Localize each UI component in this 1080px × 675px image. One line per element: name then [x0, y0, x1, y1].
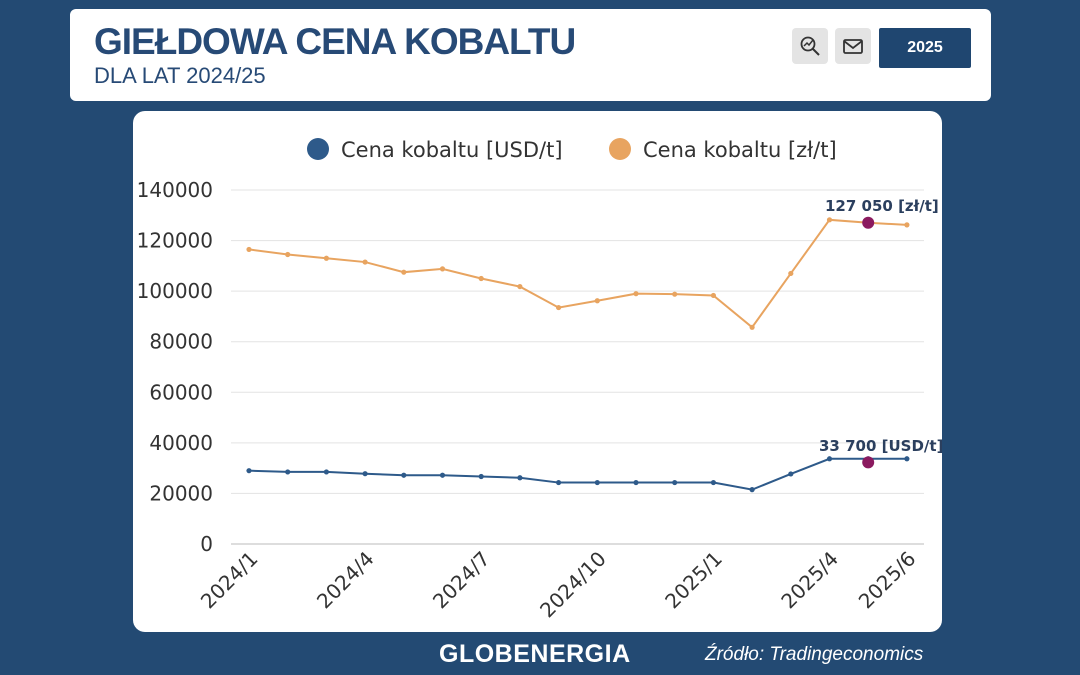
data-point — [672, 479, 678, 486]
legend-label: Cena kobaltu [zł/t] — [643, 138, 837, 162]
mail-icon — [843, 39, 863, 54]
y-tick-label: 20000 — [149, 481, 213, 505]
x-tick-label: 2025/4 — [776, 547, 843, 614]
x-tick-label: 2025/6 — [854, 547, 921, 614]
data-point — [556, 304, 562, 311]
highlight-point — [862, 216, 875, 229]
annotation-label: 127 050 [zł/t] — [825, 197, 939, 215]
page-subtitle: DLA LAT 2024/25 — [94, 63, 266, 88]
data-point — [323, 255, 329, 261]
y-tick-label: 140000 — [137, 178, 213, 202]
header-panel: GIEŁDOWA CENA KOBALTU DLA LAT 2024/25 20… — [70, 9, 991, 101]
data-point — [826, 456, 833, 462]
chart-legend: Cena kobaltu [USD/t] Cena kobaltu [zł/t] — [307, 138, 837, 162]
x-tick-label: 2024/7 — [428, 547, 495, 614]
data-point — [633, 479, 639, 486]
search-analytics-icon — [800, 36, 820, 56]
data-point — [285, 469, 291, 475]
y-tick-label: 0 — [200, 532, 213, 556]
data-point — [246, 246, 252, 253]
legend-marker — [609, 138, 631, 160]
mail-button[interactable] — [835, 28, 871, 64]
data-point — [826, 217, 833, 223]
highlight-point — [862, 456, 875, 469]
page-title: GIEŁDOWA CENA KOBALTU — [94, 21, 576, 62]
chart-card: 0 20000 40000 60000 80000 100000 120000 140000 … — [133, 111, 942, 632]
x-tick-label: 2024/10 — [535, 547, 611, 623]
data-point — [710, 479, 717, 486]
data-point — [401, 472, 407, 478]
data-point — [401, 269, 407, 275]
data-point — [362, 259, 368, 265]
search-analytics-button[interactable] — [792, 28, 828, 64]
data-point — [478, 473, 484, 480]
chart-annotations: 127 050 [zł/t] 33 700 [USD/t] — [819, 197, 942, 469]
data-point — [749, 324, 755, 330]
data-point — [672, 291, 678, 297]
data-point — [594, 298, 600, 304]
legend-usd: Cena kobaltu [USD/t] — [307, 138, 563, 162]
legend-pln: Cena kobaltu [zł/t] — [609, 138, 837, 162]
y-tick-label: 60000 — [149, 380, 213, 404]
data-point — [788, 471, 794, 477]
series-line-1 — [248, 218, 907, 329]
legend-label: Cena kobaltu [USD/t] — [341, 138, 563, 162]
data-point — [710, 292, 717, 299]
year-button[interactable]: 2025 — [879, 28, 971, 68]
source-note: Źródło: Tradingeconomics — [705, 644, 924, 665]
data-point — [594, 479, 600, 486]
y-tick-label: 100000 — [137, 279, 213, 303]
data-point — [439, 266, 446, 272]
data-point — [633, 291, 639, 297]
data-point — [904, 222, 910, 228]
data-point — [749, 487, 755, 493]
chart-series — [246, 217, 910, 493]
data-point — [439, 472, 446, 478]
data-point — [478, 275, 484, 282]
annotation-label: 33 700 [USD/t] — [819, 437, 942, 455]
x-axis-ticks: 2024/1 2024/4 2024/7 2024/10 2025/1 2025/4 202… — [196, 547, 921, 623]
data-point — [556, 479, 562, 486]
legend-marker — [307, 138, 329, 160]
x-tick-label: 2024/4 — [312, 547, 379, 614]
line-chart: 020000400006000080000100000120000140000 … — [137, 138, 942, 623]
data-point — [517, 475, 523, 481]
y-tick-label: 120000 — [137, 229, 213, 253]
chart-grid — [231, 189, 924, 545]
x-tick-label: 2024/1 — [196, 547, 263, 614]
globenergia-logo: GLOBENERGIA — [439, 640, 631, 668]
data-point — [788, 270, 794, 277]
data-point — [517, 283, 523, 290]
series-line-0 — [248, 457, 907, 491]
data-point — [323, 469, 329, 475]
data-point — [904, 456, 910, 462]
data-point — [246, 468, 252, 474]
y-tick-label: 40000 — [149, 431, 213, 455]
y-axis-ticks: 0 20000 40000 60000 80000 100000 120000 140000 — [137, 178, 213, 556]
data-point — [362, 471, 368, 477]
y-tick-label: 80000 — [149, 330, 213, 354]
x-tick-label: 2025/1 — [660, 547, 727, 614]
data-point — [285, 251, 291, 258]
